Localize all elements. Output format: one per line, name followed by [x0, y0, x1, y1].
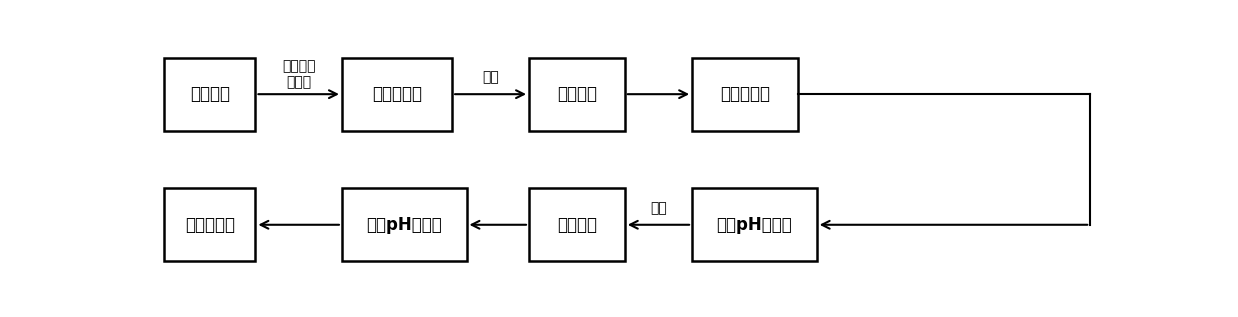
Text: 酸预处理: 酸预处理 [557, 216, 597, 234]
Bar [529, 188, 625, 262]
Bar [342, 58, 452, 131]
Bar [529, 58, 625, 131]
Text: 碱预处理: 碱预处理 [557, 85, 597, 103]
Bar [342, 188, 467, 262]
Bar [692, 188, 817, 262]
Bar [165, 58, 255, 131]
Text: 加水稀释
或浓缩: 加水稀释 或浓缩 [282, 59, 316, 89]
Bar [165, 188, 255, 262]
Text: 脱水污泥: 脱水污泥 [189, 85, 230, 103]
Text: 加酸: 加酸 [650, 201, 667, 215]
Text: 回调pH至中性: 回调pH至中性 [717, 216, 792, 234]
Text: 回调pH至中性: 回调pH至中性 [366, 216, 442, 234]
Text: 处理后污泥: 处理后污泥 [371, 85, 422, 103]
Text: 厌氧反应釜: 厌氧反应釜 [184, 216, 235, 234]
Text: 加碱: 加碱 [482, 70, 499, 84]
Text: 水热预处理: 水热预处理 [719, 85, 770, 103]
Bar [692, 58, 797, 131]
